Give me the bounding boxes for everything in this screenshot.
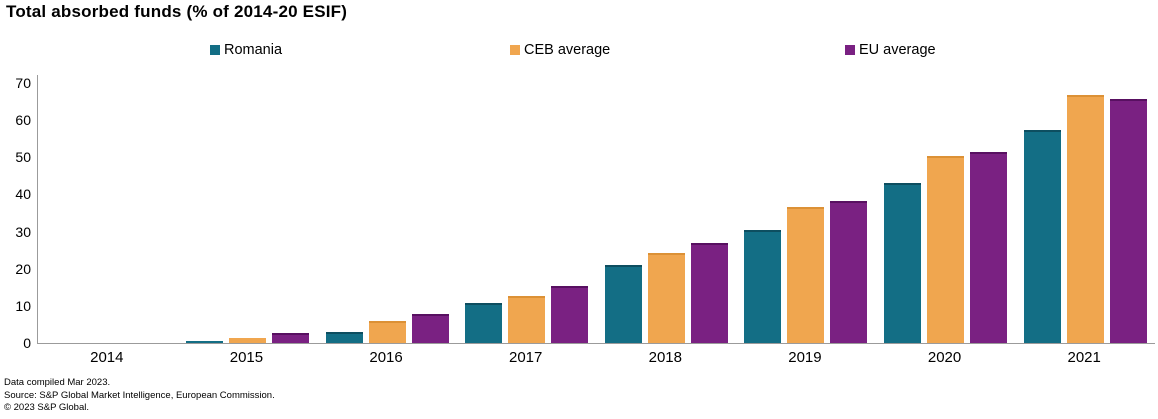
bar-eu-average-2019	[830, 201, 868, 343]
x-tick-2017: 2017	[509, 349, 543, 366]
eu-average-swatch-icon	[845, 45, 855, 55]
legend-label-ceb-average: CEB average	[524, 42, 611, 58]
bar-group-2018	[597, 83, 737, 343]
footnote-copyright: © 2023 S&P Global.	[4, 402, 89, 413]
bar-group-2020	[876, 83, 1016, 343]
bar-group-2019	[736, 83, 876, 343]
bar-eu-average-2021	[1109, 98, 1147, 343]
x-tick-2018: 2018	[648, 349, 682, 366]
y-tick-70: 70	[15, 75, 31, 91]
y-axis-line	[37, 75, 38, 83]
legend-item-romania: Romania	[210, 42, 282, 58]
legend-item-ceb-average: CEB average	[510, 42, 610, 58]
bar-eu-average-2018	[690, 242, 728, 343]
bar-eu-average-2015	[271, 332, 309, 343]
footnote-compiled: Data compiled Mar 2023.	[4, 377, 111, 388]
bar-ceb-average-2015	[228, 338, 266, 343]
bar-ceb-average-2016	[368, 321, 406, 343]
x-tick-2020: 2020	[927, 349, 962, 366]
bar-romania-2016	[325, 331, 363, 343]
bar-ceb-average-2017	[508, 295, 546, 343]
y-tick-10: 10	[15, 297, 31, 314]
footnote-source: Source: S&P Global Market Intelligence, …	[4, 389, 275, 401]
romania-swatch-icon	[210, 45, 220, 55]
bar-romania-2020	[884, 183, 922, 343]
bar-eu-average-2020	[970, 152, 1008, 343]
bar-ceb-average-2021	[1066, 95, 1104, 343]
legend-label-eu-average: EU average	[859, 42, 936, 58]
bar-group-2015	[178, 83, 318, 343]
bar-romania-2021	[1023, 130, 1061, 343]
y-tick-0: 0	[23, 335, 31, 351]
legend-label-romania: Romania	[224, 42, 283, 58]
bar-group-2021	[1015, 83, 1155, 343]
bar-eu-average-2016	[411, 314, 449, 343]
x-axis-tick-labels: 2014 2015 2016 2017 2018 2019 2020 2021	[37, 349, 1154, 366]
chart-footnotes: Data compiled Mar 2023. Source: S&P Glob…	[4, 377, 275, 415]
y-tick-50: 50	[15, 149, 31, 166]
bar-romania-2015	[185, 341, 223, 343]
bar-group-2017	[457, 83, 597, 343]
bar-groups	[38, 83, 1155, 343]
ceb-average-swatch-icon	[510, 45, 520, 55]
bar-group-2014	[38, 83, 178, 343]
legend-item-eu-average: EU average	[845, 42, 936, 58]
y-tick-30: 30	[15, 223, 31, 240]
y-tick-60: 60	[15, 112, 31, 129]
bar-romania-2019	[744, 230, 782, 343]
bar-eu-average-2017	[551, 286, 589, 343]
y-tick-20: 20	[15, 260, 31, 277]
x-tick-2014: 2014	[90, 349, 124, 366]
x-tick-2019: 2019	[788, 349, 822, 366]
bar-group-2016	[317, 83, 457, 343]
y-axis-tick-labels: 0 10 20 30 40 50 60 70	[0, 76, 31, 350]
bar-ceb-average-2018	[647, 253, 685, 343]
x-tick-2016: 2016	[369, 349, 403, 366]
x-tick-2015: 2015	[229, 349, 264, 366]
bar-ceb-average-2020	[927, 156, 965, 343]
plot-area	[37, 75, 1155, 344]
x-tick-2021: 2021	[1067, 349, 1101, 366]
bar-romania-2017	[465, 302, 503, 343]
chart-title: Total absorbed funds (% of 2014-20 ESIF)	[6, 2, 348, 21]
bar-romania-2018	[604, 265, 642, 343]
y-tick-40: 40	[15, 186, 31, 203]
bar-ceb-average-2019	[787, 207, 825, 343]
legend: Romania CEB average EU average	[0, 42, 1158, 62]
